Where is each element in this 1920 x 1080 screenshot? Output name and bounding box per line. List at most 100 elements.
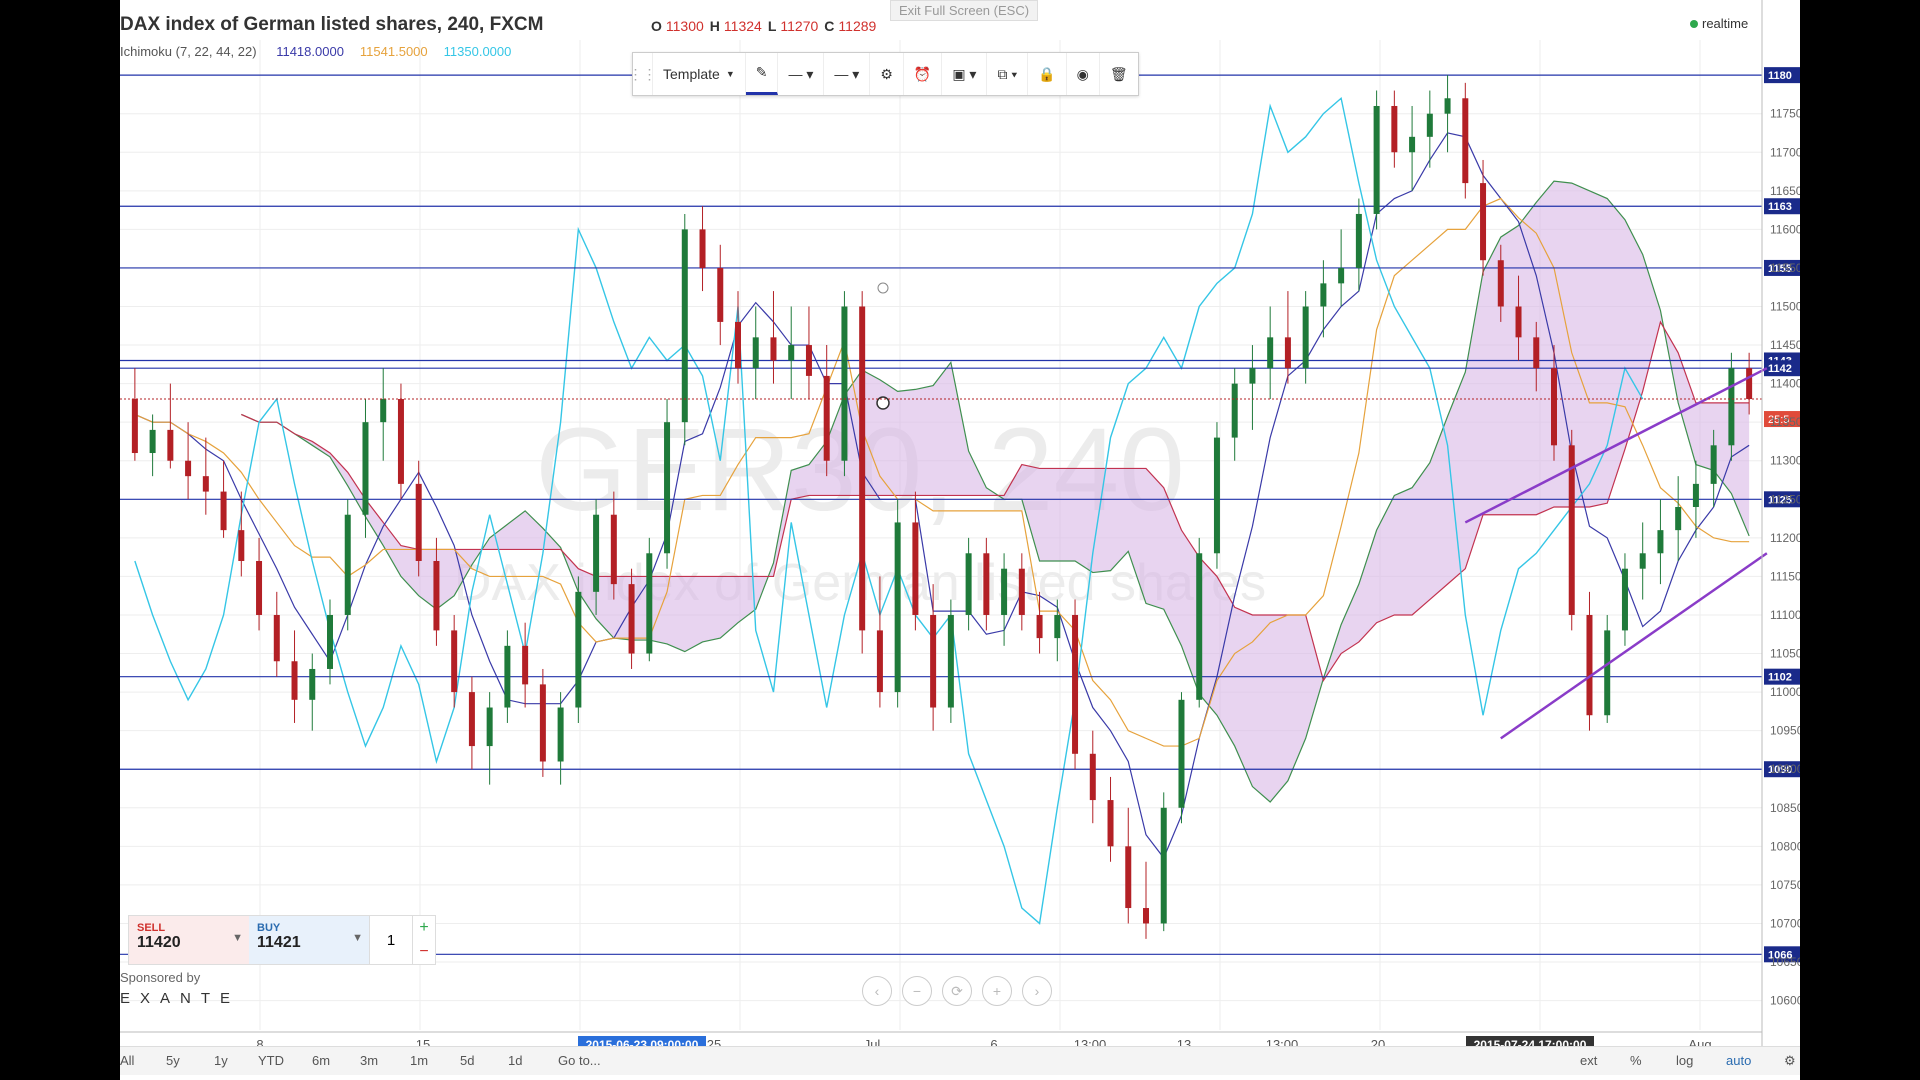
candle[interactable] xyxy=(397,383,404,500)
candle[interactable] xyxy=(1355,198,1362,292)
candle[interactable] xyxy=(1249,345,1256,430)
candle[interactable] xyxy=(983,537,990,631)
candle[interactable] xyxy=(433,537,440,646)
candle[interactable] xyxy=(468,676,475,770)
candle[interactable] xyxy=(646,537,653,662)
pencil-icon[interactable]: ✎ xyxy=(745,53,779,95)
candle[interactable] xyxy=(1692,460,1699,538)
candle[interactable] xyxy=(149,414,156,477)
chart-app[interactable]: GER30, 240DAX index of German listed sha… xyxy=(120,0,1800,1080)
candle[interactable] xyxy=(522,622,529,708)
range-button-1y[interactable]: 1y xyxy=(214,1053,228,1068)
candle[interactable] xyxy=(1054,599,1061,662)
candle[interactable] xyxy=(1675,476,1682,561)
candle[interactable] xyxy=(1125,807,1132,924)
range-button-goto[interactable]: Go to... xyxy=(558,1053,601,1068)
gear-icon[interactable]: ⚙ xyxy=(870,53,904,95)
trend-channel-line[interactable] xyxy=(1464,367,1768,524)
candle[interactable] xyxy=(1657,499,1664,585)
candle[interactable] xyxy=(1231,368,1238,461)
candle[interactable] xyxy=(1143,861,1149,939)
candle[interactable] xyxy=(131,368,138,461)
reset-button[interactable]: ⟳ xyxy=(942,976,972,1006)
candle[interactable] xyxy=(788,306,795,400)
candle[interactable] xyxy=(202,437,209,515)
candle[interactable] xyxy=(1089,730,1096,824)
candle[interactable] xyxy=(1551,345,1557,461)
candle[interactable] xyxy=(912,491,919,631)
candle[interactable] xyxy=(1639,522,1646,600)
candle[interactable] xyxy=(1728,352,1735,461)
range-button-3m[interactable]: 3m xyxy=(360,1053,379,1068)
eye-icon[interactable]: ◉ xyxy=(1067,53,1100,95)
alert-clone-icon[interactable]: ⏰ xyxy=(904,53,943,95)
candle[interactable] xyxy=(593,499,600,615)
candle[interactable] xyxy=(167,383,174,469)
scale-button-auto[interactable]: auto xyxy=(1726,1053,1752,1068)
grip-icon[interactable]: ⋮⋮ xyxy=(629,53,657,95)
sell-button[interactable]: SELL 11420 ▼ xyxy=(129,916,249,964)
candle[interactable] xyxy=(1746,352,1753,415)
indicator-name[interactable]: Ichimoku (7, 22, 44, 22) xyxy=(120,44,257,59)
candle[interactable] xyxy=(1001,553,1008,646)
candle[interactable] xyxy=(575,576,582,723)
candle[interactable] xyxy=(1621,553,1628,646)
line-style-icon[interactable]: — ▾ xyxy=(778,53,825,95)
candle[interactable] xyxy=(859,291,866,654)
quantity-field[interactable]: 1 xyxy=(369,916,412,964)
candle[interactable] xyxy=(1302,291,1309,384)
gear-icon[interactable]: ⚙ xyxy=(1784,1053,1796,1068)
zoom-in-button[interactable]: + xyxy=(982,976,1012,1006)
candle[interactable] xyxy=(1320,260,1327,338)
price-chart[interactable]: GER30, 240DAX index of German listed sha… xyxy=(120,0,1800,1046)
candle[interactable] xyxy=(841,291,848,477)
range-button-1d[interactable]: 1d xyxy=(508,1053,523,1068)
buy-button[interactable]: BUY 11421 ▼ xyxy=(249,916,369,964)
candle[interactable] xyxy=(1036,591,1043,654)
range-button-5d[interactable]: 5d xyxy=(460,1053,475,1068)
candle[interactable] xyxy=(1160,792,1167,932)
candle[interactable] xyxy=(894,499,901,708)
candle[interactable] xyxy=(1018,553,1025,631)
candle[interactable] xyxy=(947,599,954,723)
candle[interactable] xyxy=(1568,429,1575,631)
candle[interactable] xyxy=(770,291,777,384)
candle[interactable] xyxy=(628,568,635,669)
candle[interactable] xyxy=(220,460,227,538)
candle[interactable] xyxy=(1267,306,1274,400)
candle[interactable] xyxy=(1533,321,1540,392)
candle[interactable] xyxy=(309,653,316,731)
candle[interactable] xyxy=(1710,429,1717,508)
candle[interactable] xyxy=(823,345,830,477)
candle[interactable] xyxy=(380,368,387,461)
candle[interactable] xyxy=(1604,614,1611,723)
range-button-1m[interactable]: 1m xyxy=(410,1053,429,1068)
candle[interactable] xyxy=(1462,82,1469,199)
candle[interactable] xyxy=(451,614,458,708)
range-button-all[interactable]: All xyxy=(120,1053,135,1068)
trend-channel-line[interactable] xyxy=(1500,552,1768,740)
candle[interactable] xyxy=(1338,229,1345,307)
candle[interactable] xyxy=(539,668,546,777)
candle[interactable] xyxy=(930,584,937,731)
scale-button-log[interactable]: log xyxy=(1676,1053,1694,1068)
lock-icon[interactable]: 🔒 xyxy=(1028,53,1067,95)
drawing-handle[interactable] xyxy=(877,282,889,294)
candle[interactable] xyxy=(185,422,192,500)
candle[interactable] xyxy=(238,491,245,577)
decrease-quantity-button[interactable]: − xyxy=(419,943,429,960)
candle[interactable] xyxy=(1391,90,1398,168)
candle[interactable] xyxy=(681,213,688,446)
candle[interactable] xyxy=(256,537,263,631)
candle[interactable] xyxy=(735,291,741,384)
candle[interactable] xyxy=(717,244,724,346)
candle[interactable] xyxy=(1196,537,1203,708)
candle[interactable] xyxy=(876,576,883,708)
trash-icon[interactable]: 🗑 xyxy=(1109,65,1128,82)
candle[interactable] xyxy=(415,460,422,577)
chevron-down-icon[interactable]: ▼ xyxy=(352,932,363,944)
chevron-down-icon[interactable]: ▼ xyxy=(232,932,243,944)
candle[interactable] xyxy=(362,399,369,538)
candle[interactable] xyxy=(504,630,511,723)
candle[interactable] xyxy=(273,591,280,677)
